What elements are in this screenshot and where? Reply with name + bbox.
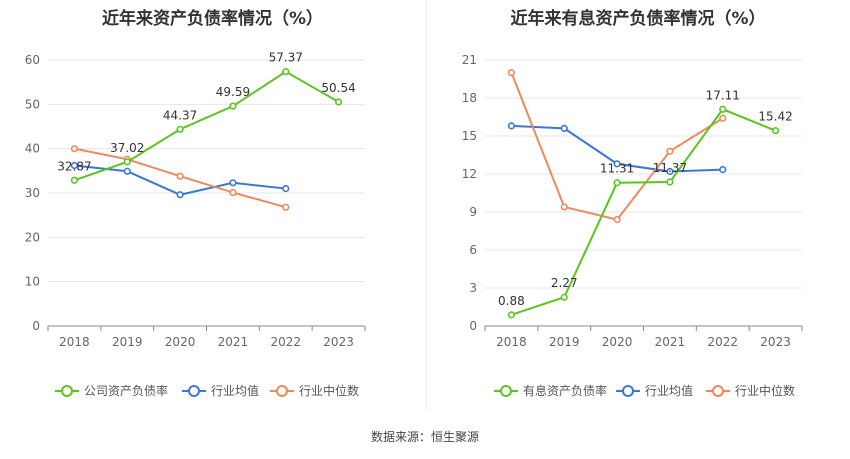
legend-label: 有息资产负债率 (523, 383, 607, 398)
left-data-point[interactable] (70, 145, 79, 153)
right-x-tick-label: 2019 (549, 335, 580, 349)
legend-marker-icon (188, 385, 200, 397)
panel-divider (426, 0, 427, 410)
left-x-tick-label: 2022 (270, 335, 301, 349)
right-legend-item-0[interactable]: 有息资产负债率 (494, 383, 607, 398)
right-y-tick-label: 3 (469, 281, 477, 295)
left-debt-ratio-chart: 0 10 20 30 40 50 60 2018 2019 2020 2021 2022 2023 32.… (25, 51, 366, 398)
right-data-label: 15.42 (758, 110, 792, 124)
left-chart-title: 近年来资产负债率情况（%） (101, 9, 324, 29)
right-x-tick-label: 2021 (655, 335, 686, 349)
right-data-label: 17.11 (706, 88, 740, 102)
legend-label: 行业均值 (645, 383, 693, 398)
left-legend-item-2[interactable]: 行业中位数 (270, 383, 359, 398)
left-data-point[interactable] (123, 167, 131, 175)
left-data-label: 57.37 (269, 51, 303, 65)
left-y-tick-label: 50 (25, 97, 40, 111)
right-data-point[interactable] (613, 160, 621, 168)
left-data-point[interactable] (176, 191, 184, 199)
right-data-point[interactable] (560, 124, 568, 132)
right-data-point[interactable] (719, 105, 727, 113)
right-x-tick-label: 2018 (496, 335, 527, 349)
left-data-point[interactable] (229, 188, 237, 197)
left-data-point[interactable] (70, 176, 79, 184)
right-y-tick-label: 9 (469, 205, 477, 219)
left-data-point[interactable] (70, 161, 79, 170)
right-legend-item-1[interactable]: 行业均值 (616, 383, 693, 398)
left-data-label: 44.37 (163, 108, 197, 122)
right-x-tick-label: 2023 (760, 335, 791, 349)
right-data-label: 11.37 (653, 161, 687, 175)
left-data-label: 37.02 (110, 141, 144, 155)
left-y-tick-label: 60 (25, 53, 40, 67)
legend-label: 公司资产负债率 (84, 383, 168, 398)
left-x-tick-label: 2019 (112, 335, 143, 349)
left-x-tick-label: 2021 (218, 335, 249, 349)
right-data-point[interactable] (613, 216, 621, 224)
left-legend-item-0[interactable]: 公司资产负债率 (55, 383, 168, 398)
left-data-point[interactable] (123, 158, 131, 166)
left-y-tick-label: 30 (25, 186, 40, 200)
legend-label: 行业中位数 (735, 383, 795, 398)
source-note: 数据来源：恒生聚源 (370, 430, 479, 444)
right-series-line-2 (510, 72, 724, 221)
right-data-point[interactable] (507, 69, 516, 77)
right-data-point[interactable] (560, 203, 568, 211)
left-data-label: 32.87 (57, 159, 91, 173)
left-y-tick-label: 10 (25, 275, 40, 289)
left-data-point[interactable] (282, 68, 290, 76)
right-legend-item-2[interactable]: 行业中位数 (706, 383, 795, 398)
right-x-tick-label: 2022 (707, 335, 738, 349)
right-y-tick-label: 18 (462, 91, 477, 105)
right-data-point[interactable] (666, 178, 674, 186)
legend-label: 行业中位数 (299, 383, 359, 398)
right-data-point[interactable] (666, 147, 674, 155)
right-interest-bearing-debt-ratio-chart: 0 3 6 9 12 15 18 21 2018 2019 2020 2021 2022 2023 0.88… (462, 53, 803, 398)
right-data-point[interactable] (666, 167, 674, 176)
left-data-point[interactable] (229, 102, 237, 110)
legend-marker-icon (712, 385, 724, 397)
right-chart-title: 近年来有息资产负债率情况（%） (510, 9, 766, 29)
right-data-label: 2.27 (551, 276, 578, 290)
left-data-point[interactable] (176, 125, 184, 133)
right-x-tick-label: 2020 (602, 335, 633, 349)
left-x-tick-label: 2018 (59, 335, 90, 349)
right-data-point[interactable] (719, 114, 727, 122)
left-data-point[interactable] (176, 172, 184, 180)
left-x-tick-label: 2020 (165, 335, 196, 349)
legend-label: 行业均值 (211, 383, 259, 398)
right-y-tick-label: 6 (469, 243, 477, 257)
legend-marker-icon (61, 385, 73, 397)
left-data-point[interactable] (282, 184, 290, 193)
left-data-point[interactable] (282, 203, 290, 211)
right-data-point[interactable] (560, 293, 568, 301)
left-data-label: 49.59 (216, 85, 250, 99)
legend-marker-icon (622, 385, 634, 397)
right-data-point[interactable] (613, 179, 621, 187)
right-data-label: 0.88 (498, 294, 525, 308)
right-y-tick-label: 12 (462, 167, 477, 181)
left-y-tick-label: 40 (25, 142, 40, 156)
right-data-point[interactable] (771, 127, 780, 135)
left-x-tick-label: 2023 (323, 335, 354, 349)
left-data-point[interactable] (229, 179, 237, 187)
right-data-point[interactable] (719, 165, 727, 174)
right-data-label: 11.31 (600, 162, 634, 176)
legend-marker-icon (276, 385, 288, 397)
left-series-line-0 (74, 70, 340, 182)
right-data-point[interactable] (507, 122, 516, 130)
right-series-line-0 (511, 108, 776, 316)
right-data-point[interactable] (507, 311, 516, 319)
right-y-tick-label: 15 (462, 129, 477, 143)
right-y-tick-label: 0 (469, 319, 477, 333)
left-y-tick-label: 20 (25, 230, 40, 244)
left-data-point[interactable] (334, 98, 343, 106)
left-y-tick-label: 0 (32, 319, 40, 333)
left-legend-item-1[interactable]: 行业均值 (182, 383, 259, 398)
left-data-label: 50.54 (321, 81, 355, 95)
legend-marker-icon (500, 385, 512, 397)
right-y-tick-label: 21 (462, 53, 477, 67)
